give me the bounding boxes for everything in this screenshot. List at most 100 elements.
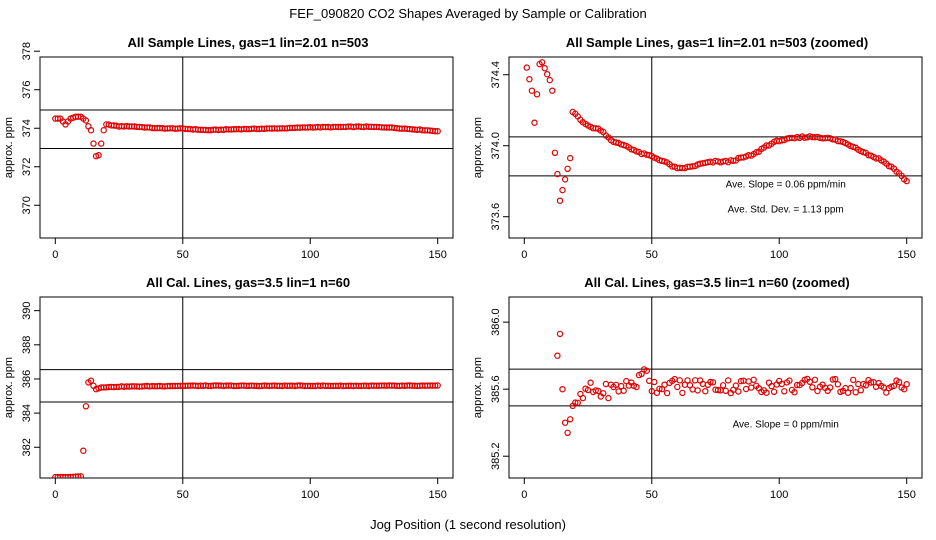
panel-3: All Cal. Lines, gas=3.5 lin=1 n=60 0 50 10… — [3, 275, 454, 501]
data-point — [80, 447, 87, 454]
data-point — [633, 383, 640, 391]
data-point — [737, 377, 745, 385]
data-point — [745, 378, 752, 385]
data-point — [95, 151, 102, 159]
data-point — [90, 140, 97, 147]
y-tick-label: 384 — [21, 404, 33, 422]
annotation-text: Ave. Slope = 0 ppm/min — [733, 419, 839, 430]
data-point — [855, 380, 862, 388]
data-point — [684, 377, 691, 384]
data-point — [564, 165, 571, 172]
data-point — [579, 394, 587, 402]
data-point — [87, 377, 95, 384]
data-point — [82, 117, 90, 124]
y-tick-label: 386.0 — [490, 308, 502, 336]
data-point — [533, 91, 541, 98]
panel-1-title: All Sample Lines, gas=1 lin=2.01 n=503 — [128, 35, 369, 50]
plot-frame — [39, 56, 454, 239]
x-tick-label: 50 — [646, 249, 658, 261]
data-point — [748, 384, 755, 391]
data-point — [618, 382, 625, 390]
figure-title: FEF_090820 CO2 Shapes Averaged by Sample… — [289, 6, 646, 21]
y-tick-label: 388 — [21, 336, 33, 354]
data-point — [523, 64, 531, 71]
y-tick-label: 385.2 — [490, 442, 502, 470]
data-point — [862, 382, 870, 389]
x-tick-label: 100 — [770, 489, 788, 501]
data-point — [709, 379, 717, 386]
plot-frame — [508, 56, 923, 239]
x-tick-label: 0 — [521, 249, 527, 261]
plot-frame — [39, 296, 454, 479]
data-point — [567, 154, 574, 162]
panel-2-title: All Sample Lines, gas=1 lin=2.01 n=503 (… — [566, 35, 868, 50]
x-tick-label: 100 — [301, 249, 319, 261]
y-tick-label: 390 — [21, 301, 33, 319]
plot-area-3: 0 50 100 150 382 384 386 388 390 approx. ppm — [3, 296, 454, 501]
data-point — [82, 403, 90, 410]
data-point — [620, 387, 627, 394]
y-axis-label: approx. ppm — [3, 117, 15, 178]
data-point — [544, 70, 551, 78]
data-point — [832, 375, 839, 383]
data-point — [526, 75, 533, 83]
data-point — [541, 64, 548, 72]
data-point — [651, 378, 658, 386]
data-point — [551, 149, 559, 156]
data-point — [786, 377, 793, 384]
data-point — [781, 388, 788, 395]
data-point — [633, 148, 640, 155]
data-point — [100, 126, 107, 134]
x-tick-label: 0 — [52, 489, 58, 501]
data-point — [901, 386, 908, 393]
data-point — [531, 119, 538, 126]
data-point — [834, 381, 842, 388]
data-point — [691, 377, 699, 384]
data-point — [561, 176, 569, 183]
data-point — [559, 186, 566, 194]
data-point — [895, 378, 903, 386]
x-tick-label: 0 — [521, 489, 527, 501]
figure-x-axis-label: Jog Position (1 second resolution) — [370, 517, 566, 532]
panel-4-title: All Cal. Lines, gas=3.5 lin=1 n=60 (zoom… — [584, 275, 850, 290]
data-point — [722, 387, 729, 394]
data-point — [903, 381, 910, 388]
data-point — [528, 87, 536, 94]
data-point — [574, 399, 582, 406]
y-tick-label: 372 — [21, 158, 33, 176]
y-tick-label: 373.6 — [490, 203, 502, 231]
data-point — [602, 380, 610, 388]
panel-3-title: All Cal. Lines, gas=3.5 lin=1 n=60 — [146, 275, 350, 290]
y-tick-label: 370 — [21, 196, 33, 214]
data-point — [656, 385, 663, 392]
data-point — [554, 170, 561, 178]
data-point — [714, 386, 722, 394]
data-point — [903, 177, 910, 185]
data-point — [750, 376, 757, 383]
data-point — [77, 473, 84, 478]
data-point — [587, 379, 594, 386]
data-point — [850, 376, 857, 384]
data-point — [811, 376, 819, 383]
data-point — [725, 377, 732, 384]
y-tick-label: 376 — [21, 81, 33, 99]
data-point — [847, 384, 854, 392]
data-point — [732, 382, 740, 389]
panel-2: All Sample Lines, gas=1 lin=2.01 n=503 (… — [472, 35, 923, 261]
data-point — [809, 384, 816, 391]
data-point — [890, 382, 898, 390]
x-tick-label: 50 — [177, 249, 189, 261]
x-tick-label: 50 — [177, 489, 189, 501]
data-point — [676, 377, 684, 384]
annotation-text: Ave. Std. Dev. = 1.13 ppm — [728, 205, 844, 216]
data-point — [829, 376, 837, 383]
data-point — [661, 381, 668, 388]
data-point — [719, 382, 727, 389]
y-tick-label: 374.4 — [490, 61, 502, 89]
data-point — [567, 416, 574, 423]
data-point — [75, 473, 82, 478]
data-point — [735, 388, 742, 395]
y-tick-label: 386 — [21, 370, 33, 388]
data-point — [549, 87, 556, 94]
y-axis-label: approx. ppm — [472, 357, 484, 418]
